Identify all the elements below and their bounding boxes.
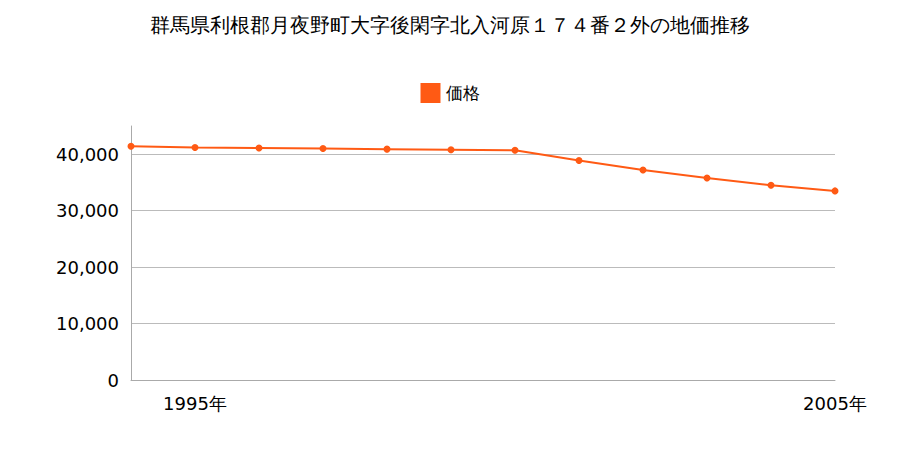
svg-text:2005年: 2005年: [803, 393, 867, 414]
svg-text:10,000: 10,000: [56, 313, 119, 334]
svg-text:1995年: 1995年: [163, 393, 227, 414]
svg-text:30,000: 30,000: [56, 200, 119, 221]
svg-text:群馬県利根郡月夜野町大字後閑字北入河原１７４番２外の地価推移: 群馬県利根郡月夜野町大字後閑字北入河原１７４番２外の地価推移: [150, 13, 750, 37]
svg-text:価格: 価格: [446, 83, 480, 103]
svg-text:20,000: 20,000: [56, 257, 119, 278]
svg-text:0: 0: [108, 370, 119, 391]
svg-text:40,000: 40,000: [56, 144, 119, 165]
